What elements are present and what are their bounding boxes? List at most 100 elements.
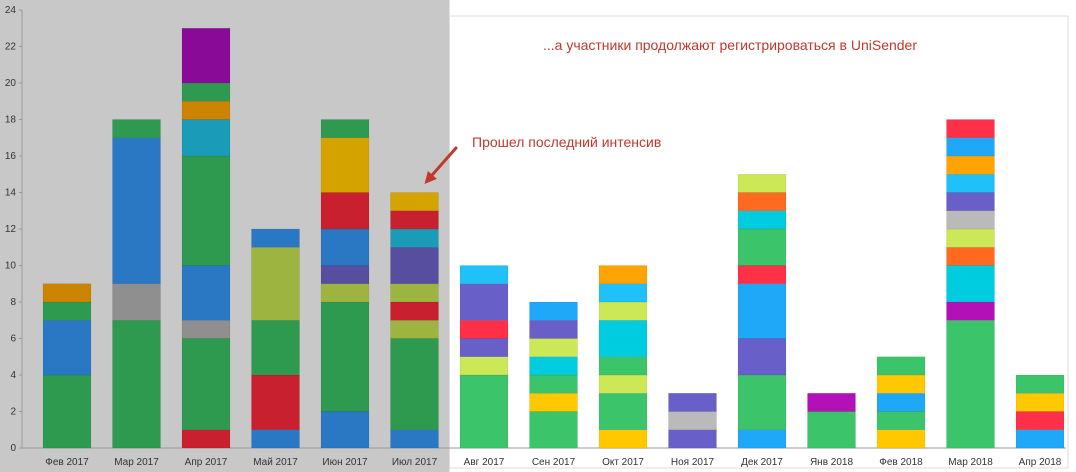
bar-segment xyxy=(737,283,787,339)
bar-segment xyxy=(876,429,926,449)
bar-segment xyxy=(459,338,509,357)
bar-segment xyxy=(737,265,787,284)
bar-segment xyxy=(946,119,995,138)
bar-segment xyxy=(390,192,439,211)
bar-segment xyxy=(946,137,995,157)
bar-segment xyxy=(390,338,439,430)
y-tick-label: 8 xyxy=(10,297,16,308)
y-tick-label: 24 xyxy=(5,5,17,16)
bar-segment xyxy=(181,82,231,102)
bar-segment xyxy=(876,411,926,430)
bar-segment xyxy=(598,301,648,321)
bar-segment xyxy=(251,429,300,449)
bar-segment xyxy=(390,283,439,303)
bar-segment xyxy=(946,265,995,303)
bar-segment xyxy=(529,356,578,376)
bar-segment xyxy=(320,137,370,193)
bar-segment xyxy=(529,338,578,357)
bar-segment xyxy=(946,174,995,193)
x-tick-label: Апр 2018 xyxy=(1019,457,1062,468)
y-tick-label: 6 xyxy=(10,334,16,345)
x-tick-label: Фев 2017 xyxy=(45,457,89,468)
y-tick-label: 12 xyxy=(5,224,17,235)
x-tick-label: Мар 2018 xyxy=(948,457,993,468)
bar-segment xyxy=(320,283,370,303)
annotation-top-text: ...а участники продолжают регистрировать… xyxy=(543,37,917,53)
bar-segment xyxy=(807,411,856,449)
bar-segment xyxy=(668,411,717,430)
bar-segment xyxy=(529,320,578,339)
bar-segment xyxy=(598,283,648,303)
bar-segment xyxy=(1015,393,1065,412)
bar-segment xyxy=(876,356,926,376)
bar-segment xyxy=(390,210,439,230)
y-tick-label: 4 xyxy=(10,370,16,381)
x-tick-label: Июн 2017 xyxy=(322,457,368,468)
x-tick-label: Дек 2017 xyxy=(741,457,783,468)
bar-segment xyxy=(529,411,578,449)
y-tick-label: 0 xyxy=(10,443,16,454)
bar-segment xyxy=(112,283,161,321)
bar-segment xyxy=(737,429,787,449)
x-tick-label: Сен 2017 xyxy=(532,457,576,468)
bar-segment xyxy=(946,210,995,230)
bar-segment xyxy=(1015,411,1065,430)
bar-segment xyxy=(390,228,439,248)
x-tick-label: Фев 2018 xyxy=(879,457,923,468)
bar-segment xyxy=(42,301,92,321)
annotation-arrow-text: Прошел последний интенсив xyxy=(472,134,661,150)
bar-segment xyxy=(181,28,231,84)
bar-segment xyxy=(946,192,995,211)
x-tick-label: Окт 2017 xyxy=(602,457,644,468)
bar-segment xyxy=(251,228,300,248)
bar-segment xyxy=(946,228,995,248)
bar-segment xyxy=(320,411,370,449)
bar-segment xyxy=(112,320,161,449)
bar-segment xyxy=(946,155,995,175)
bar-segment xyxy=(251,374,300,430)
bar-segment xyxy=(598,429,648,449)
bar-segment xyxy=(181,429,231,449)
bar-segment xyxy=(112,137,161,284)
bar-segment xyxy=(181,265,231,321)
bar-segment xyxy=(320,265,370,284)
bar-segment xyxy=(459,265,509,284)
bar-segment xyxy=(42,320,92,376)
bar-segment xyxy=(390,429,439,449)
bar-segment xyxy=(737,228,787,266)
y-tick-label: 18 xyxy=(5,115,17,126)
annotation-arrow-line xyxy=(428,146,458,180)
bar-segment xyxy=(42,374,92,449)
y-tick-label: 2 xyxy=(10,407,16,418)
bar-segment xyxy=(737,174,787,193)
bar-segment xyxy=(181,101,231,120)
bar-segment xyxy=(459,283,509,321)
y-tick-label: 22 xyxy=(5,42,17,53)
bar-segment xyxy=(320,192,370,230)
bar-segment xyxy=(946,247,995,266)
bar-segment xyxy=(390,247,439,284)
bar-segment xyxy=(668,429,717,449)
y-tick-label: 20 xyxy=(5,78,17,89)
annotation-arrow-head xyxy=(424,171,437,184)
x-tick-label: Мар 2017 xyxy=(114,457,159,468)
x-tick-label: Ноя 2017 xyxy=(671,457,715,468)
bar-segment xyxy=(320,228,370,266)
bar-segment xyxy=(1015,374,1065,394)
bar-segment xyxy=(251,320,300,376)
y-tick-label: 16 xyxy=(5,151,17,162)
bar-segment xyxy=(807,393,856,412)
bar-segment xyxy=(529,393,578,412)
bar-segment xyxy=(112,119,161,138)
bar-segment xyxy=(598,265,648,284)
bar-segment xyxy=(390,301,439,321)
bar-segment xyxy=(459,320,509,339)
bar-segment xyxy=(42,283,92,303)
bar-segment xyxy=(390,320,439,339)
bar-segment xyxy=(876,374,926,394)
bar-segment xyxy=(181,119,231,157)
y-tick-label: 14 xyxy=(5,188,17,199)
bar-segment xyxy=(668,393,717,412)
